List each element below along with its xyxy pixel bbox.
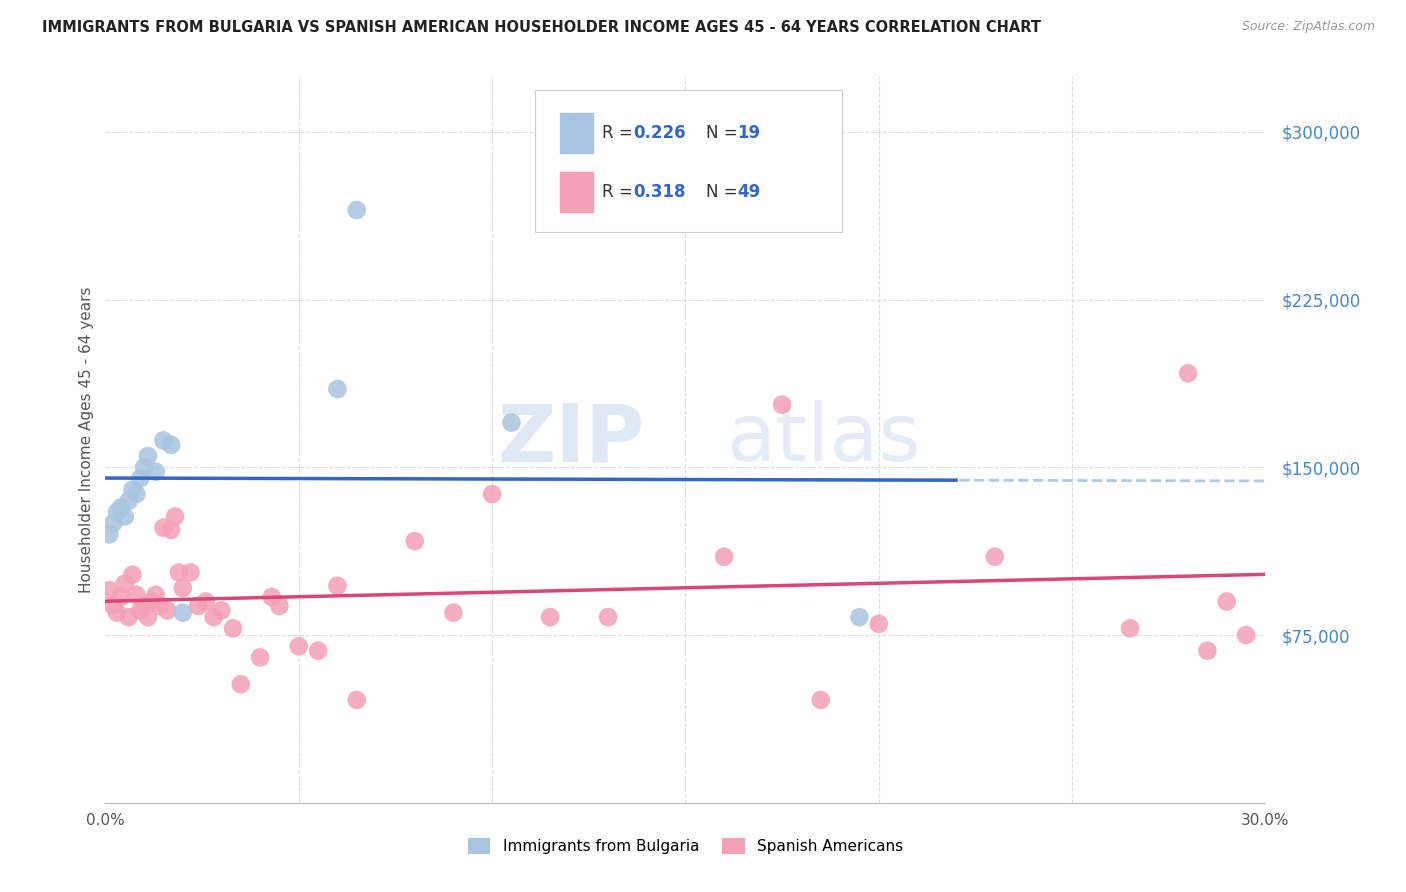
Point (160, 438, 183, 452)
Point (598, 610, 620, 624)
Point (202, 610, 225, 624)
Point (152, 434, 174, 448)
Point (868, 616, 890, 631)
Text: N =: N = (706, 183, 744, 201)
Bar (560, 172, 593, 212)
Text: atlas: atlas (725, 401, 921, 478)
Text: 0.226: 0.226 (633, 123, 686, 142)
Point (98, 583, 121, 598)
Point (110, 590, 132, 604)
Point (269, 599, 291, 613)
Point (229, 677, 252, 691)
Point (441, 606, 464, 620)
Point (307, 643, 329, 657)
Point (346, 202, 368, 217)
Point (180, 566, 202, 580)
Point (172, 606, 194, 620)
Point (1216, 594, 1239, 608)
Point (145, 465, 167, 479)
Point (346, 693, 368, 707)
Point (984, 549, 1007, 564)
Point (404, 534, 426, 549)
Point (114, 509, 136, 524)
Point (110, 500, 132, 515)
Point (1119, 621, 1142, 635)
Point (538, 610, 561, 624)
Text: R =: R = (602, 123, 638, 142)
Point (481, 487, 503, 501)
Point (118, 493, 141, 508)
Point (121, 483, 143, 497)
Point (260, 590, 283, 604)
Text: ZIP: ZIP (498, 401, 645, 478)
Text: IMMIGRANTS FROM BULGARIA VS SPANISH AMERICAN HOUSEHOLDER INCOME AGES 45 - 64 YEA: IMMIGRANTS FROM BULGARIA VS SPANISH AMER… (42, 20, 1042, 35)
Text: 19: 19 (738, 123, 761, 142)
Point (848, 610, 870, 624)
Point (249, 650, 271, 665)
Point (141, 594, 163, 608)
Point (770, 398, 793, 412)
Point (125, 487, 148, 501)
Point (156, 603, 179, 617)
Point (145, 588, 167, 602)
Y-axis label: Householder Income Ages 45 - 64 years: Householder Income Ages 45 - 64 years (79, 286, 94, 592)
Text: R =: R = (602, 183, 638, 201)
Point (326, 579, 349, 593)
Point (98, 527, 121, 541)
Point (211, 603, 233, 617)
Point (172, 581, 194, 595)
Point (194, 594, 218, 608)
Point (160, 523, 183, 537)
Text: N =: N = (706, 123, 744, 142)
Point (167, 566, 190, 580)
Point (152, 521, 174, 535)
FancyBboxPatch shape (534, 90, 842, 232)
Point (149, 599, 172, 613)
Point (1177, 367, 1199, 381)
Text: 0.318: 0.318 (633, 183, 686, 201)
Point (187, 599, 209, 613)
Point (129, 603, 152, 617)
Point (105, 606, 128, 620)
Point (105, 505, 128, 519)
Point (288, 639, 311, 653)
Point (713, 549, 735, 564)
Point (165, 509, 187, 524)
Point (121, 567, 143, 582)
Point (810, 693, 832, 707)
Point (136, 449, 159, 463)
Point (132, 599, 156, 613)
Point (1234, 628, 1257, 642)
Point (125, 588, 148, 602)
Text: Source: ZipAtlas.com: Source: ZipAtlas.com (1241, 20, 1375, 33)
Bar (560, 112, 593, 153)
Point (136, 610, 159, 624)
Point (222, 621, 245, 635)
Point (103, 516, 124, 531)
Point (118, 610, 141, 624)
Text: 49: 49 (738, 183, 761, 201)
Legend: Immigrants from Bulgaria, Spanish Americans: Immigrants from Bulgaria, Spanish Americ… (461, 832, 910, 861)
Point (132, 460, 156, 475)
Point (501, 416, 523, 430)
Point (103, 599, 124, 613)
Point (1197, 643, 1219, 657)
Point (129, 471, 152, 485)
Point (114, 576, 136, 591)
Point (326, 382, 349, 396)
